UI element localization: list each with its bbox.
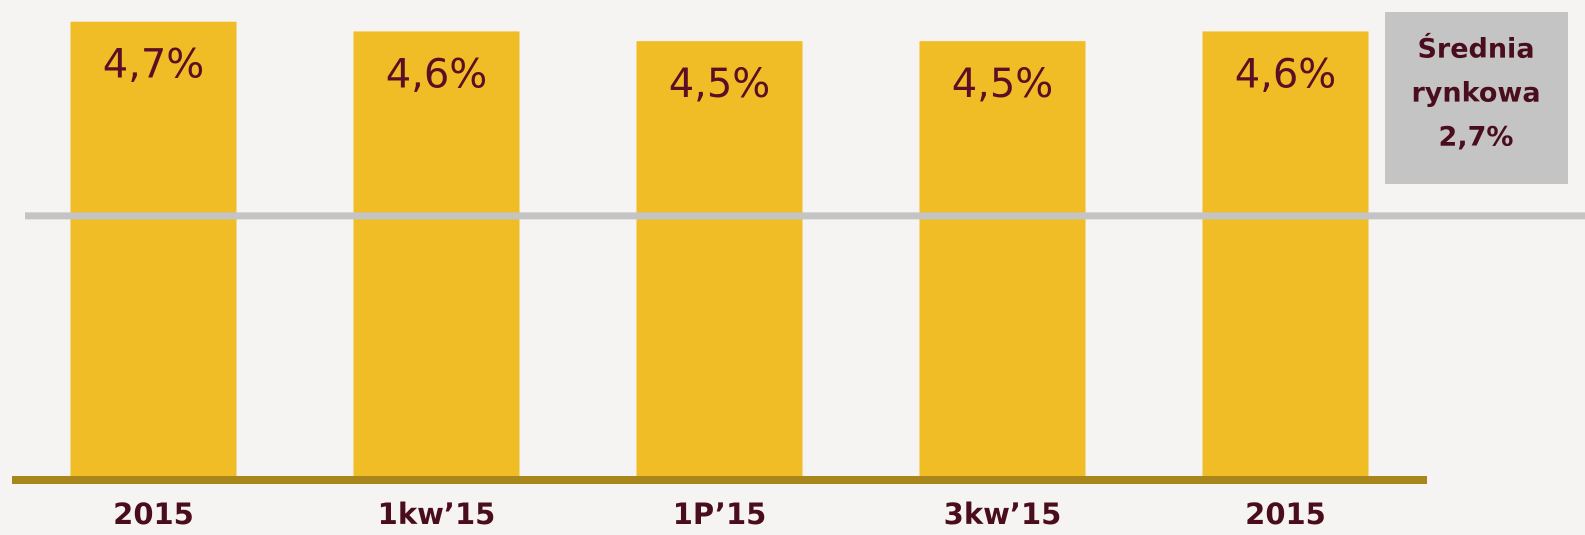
bar xyxy=(636,41,803,478)
x-tick-label: 1P’15 xyxy=(673,497,767,531)
bar xyxy=(353,31,520,479)
value-label: 4,7% xyxy=(103,42,205,88)
value-label: 4,6% xyxy=(386,51,488,97)
average-value-label: 2,7% xyxy=(1439,122,1514,153)
average-box xyxy=(1385,12,1568,184)
x-tick-label: 2015 xyxy=(113,497,194,531)
average-label: rynkowa xyxy=(1411,78,1540,109)
x-tick-label: 2015 xyxy=(1245,497,1326,531)
bar xyxy=(919,41,1086,478)
value-label: 4,6% xyxy=(1235,51,1337,97)
x-tick-label: 3kw’15 xyxy=(944,497,1062,531)
bar xyxy=(1202,31,1369,479)
average-label: Średnia xyxy=(1417,33,1534,65)
bar xyxy=(70,21,237,478)
x-tick-label: 1kw’15 xyxy=(378,497,496,531)
value-label: 4,5% xyxy=(952,61,1054,107)
value-label: 4,5% xyxy=(669,61,771,107)
